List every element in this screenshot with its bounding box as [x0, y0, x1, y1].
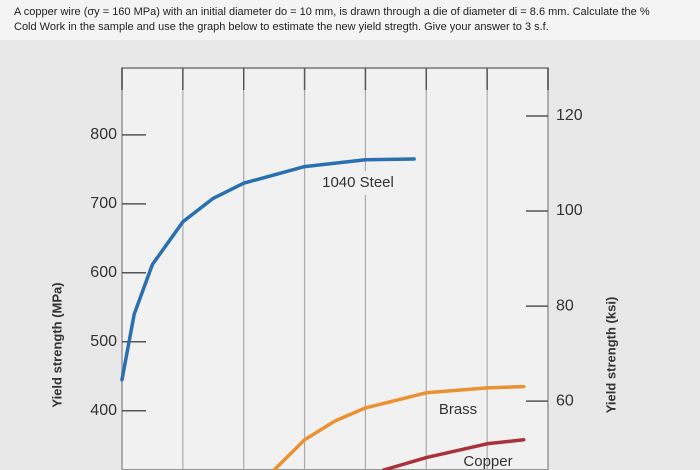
question-panel [0, 0, 700, 40]
y2-axis-title: Yield strength (ksi) [603, 297, 618, 414]
curve [272, 384, 526, 470]
y2-tick-label: 80 [556, 297, 574, 314]
curve [120, 157, 416, 382]
y-axis-title: Yield strength (MPa) [49, 282, 64, 407]
y2-tick-label: 60 [556, 392, 574, 409]
y2-tick-label: 120 [556, 107, 583, 124]
curve [381, 437, 526, 470]
y2-tick-label: 100 [556, 202, 583, 219]
y-tick-label: 500 [90, 333, 117, 350]
y-tick-label: 600 [90, 264, 117, 281]
curve-label: Brass [439, 401, 477, 418]
y-tick-label: 800 [90, 126, 117, 143]
y-tick-label: 400 [90, 402, 117, 419]
question-line: Cold Work in the sample and use the grap… [14, 21, 549, 33]
y-tick-label: 700 [90, 195, 117, 212]
plot-area [121, 67, 549, 470]
label-box [312, 171, 404, 195]
curve-label: Copper [463, 453, 512, 470]
question-line: A copper wire (σy = 160 MPa) with an ini… [14, 6, 650, 18]
curve-label: 1040 Steel [322, 174, 394, 191]
